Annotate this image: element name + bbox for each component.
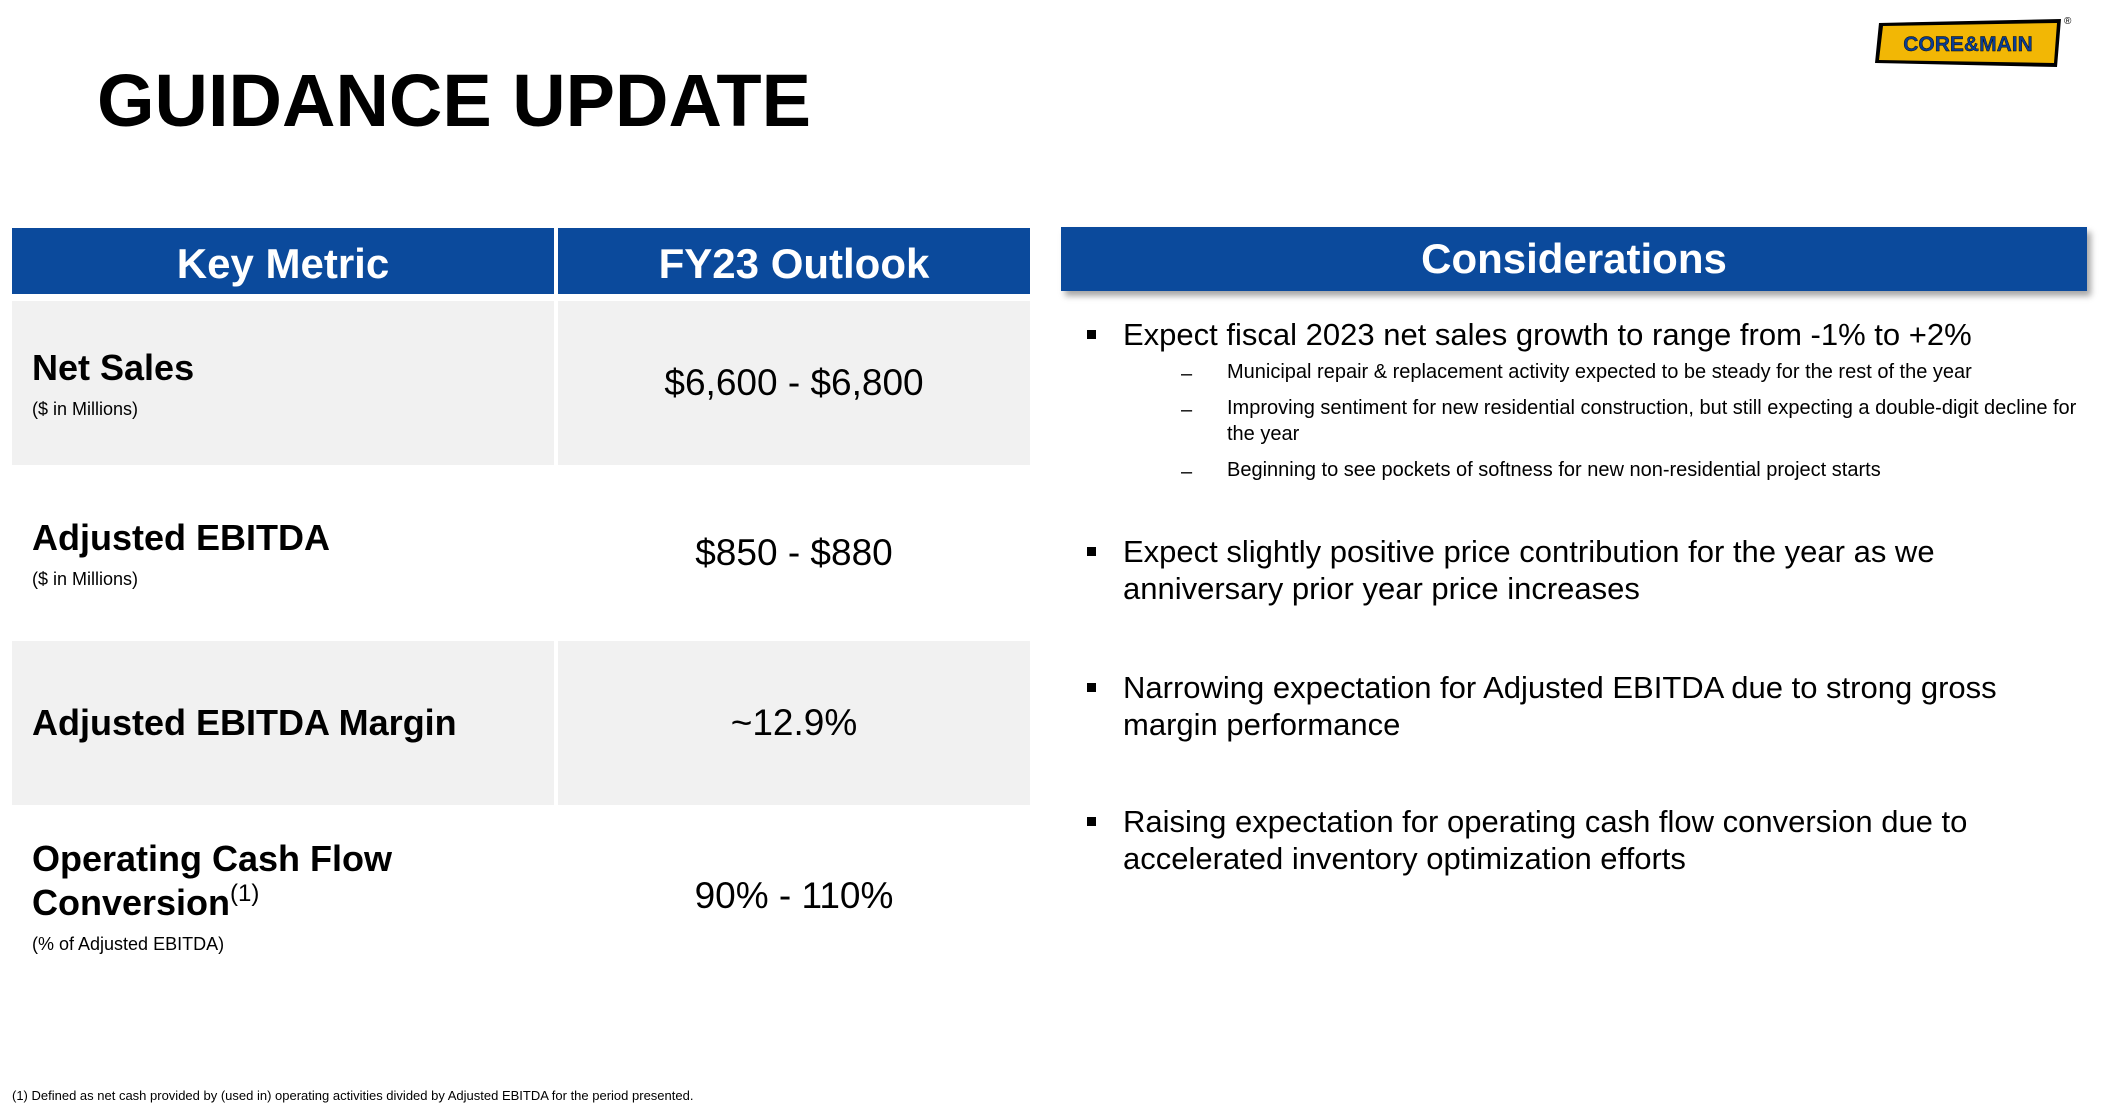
- table-header-row: Key Metric FY23 Outlook: [12, 228, 1030, 294]
- metric-name: Operating Cash Flow Conversion(1): [32, 837, 554, 923]
- bullet-text: Expect slightly positive price contribut…: [1123, 534, 1935, 606]
- logo-text: CORE&MAIN: [1903, 33, 2033, 56]
- sub-list-item: – Municipal repair & replacement activity…: [1181, 361, 1972, 385]
- metric-name: Adjusted EBITDA: [32, 516, 331, 558]
- header-key-metric: Key Metric: [12, 228, 554, 294]
- registered-mark: ®: [2064, 16, 2072, 27]
- header-fy23-outlook: FY23 Outlook: [558, 228, 1030, 294]
- sub-list: – Municipal repair & replacement activity…: [1123, 359, 2083, 483]
- sub-list-item: – Beginning to see pockets of softness fo…: [1181, 459, 1881, 483]
- metric-value: ~12.9%: [558, 641, 1030, 805]
- metric-value: 90% - 110%: [694, 875, 894, 916]
- table-row-adjusted-ebitda-margin: Adjusted EBITDA Margin ~12.9%: [12, 641, 1030, 805]
- logo-graphic: CORE&MAIN: [1875, 19, 2061, 67]
- bullet-text: Narrowing expectation for Adjusted EBITD…: [1123, 670, 1997, 742]
- table-row-net-sales: Net Sales ($ in Millions) $6,600 - $6,80…: [12, 301, 1030, 465]
- metric-unit: (% of Adjusted EBITDA): [32, 933, 225, 954]
- metric-unit: ($ in Millions): [32, 569, 139, 590]
- metric-name: Adjusted EBITDA Margin: [32, 702, 457, 744]
- dash-bullet-icon: –: [1181, 399, 1193, 421]
- square-bullet-icon: [1087, 547, 1096, 556]
- considerations-header: Considerations: [1061, 227, 2087, 291]
- page-title: GUIDANCE UPDATE: [97, 59, 811, 142]
- bullet-text: Expect fiscal 2023 net sales growth to r…: [1123, 317, 1972, 352]
- bullet-text: Raising expectation for operating cash f…: [1123, 804, 1968, 876]
- square-bullet-icon: [1087, 330, 1096, 339]
- square-bullet-icon: [1087, 683, 1096, 692]
- metric-name: Net Sales: [32, 346, 195, 388]
- core-and-main-logo: CORE&MAIN: [1875, 17, 2065, 69]
- table-row-operating-cash-flow: Operating Cash Flow Conversion(1) (% of …: [12, 811, 1030, 981]
- metric-name-line1: Operating Cash Flow: [32, 838, 393, 880]
- table-row-adjusted-ebitda: Adjusted EBITDA ($ in Millions) $850 - $…: [12, 471, 1030, 635]
- list-item: Narrowing expectation for Adjusted EBITD…: [1083, 669, 2083, 743]
- footnote: (1) Defined as net cash provided by (use…: [12, 1088, 694, 1103]
- list-item: Raising expectation for operating cash f…: [1083, 803, 2083, 877]
- considerations-list: Expect fiscal 2023 net sales growth to r…: [1083, 316, 2083, 877]
- list-item: Expect fiscal 2023 net sales growth to r…: [1083, 316, 2083, 483]
- square-bullet-icon: [1087, 817, 1096, 826]
- dash-bullet-icon: –: [1181, 461, 1193, 483]
- dash-bullet-icon: –: [1181, 363, 1193, 385]
- sub-list-item: – Improving sentiment for new residential…: [1181, 397, 2077, 445]
- footnote-ref: (1): [230, 879, 260, 907]
- metric-value: $6,600 - $6,800: [558, 301, 1030, 465]
- metric-name-line2: Conversion: [32, 881, 231, 923]
- key-metric-table: Key Metric FY23 Outlook Net Sales ($ in …: [12, 228, 1030, 987]
- list-item: Expect slightly positive price contribut…: [1083, 533, 2083, 607]
- metric-unit: ($ in Millions): [32, 399, 139, 420]
- metric-value: $850 - $880: [695, 532, 893, 573]
